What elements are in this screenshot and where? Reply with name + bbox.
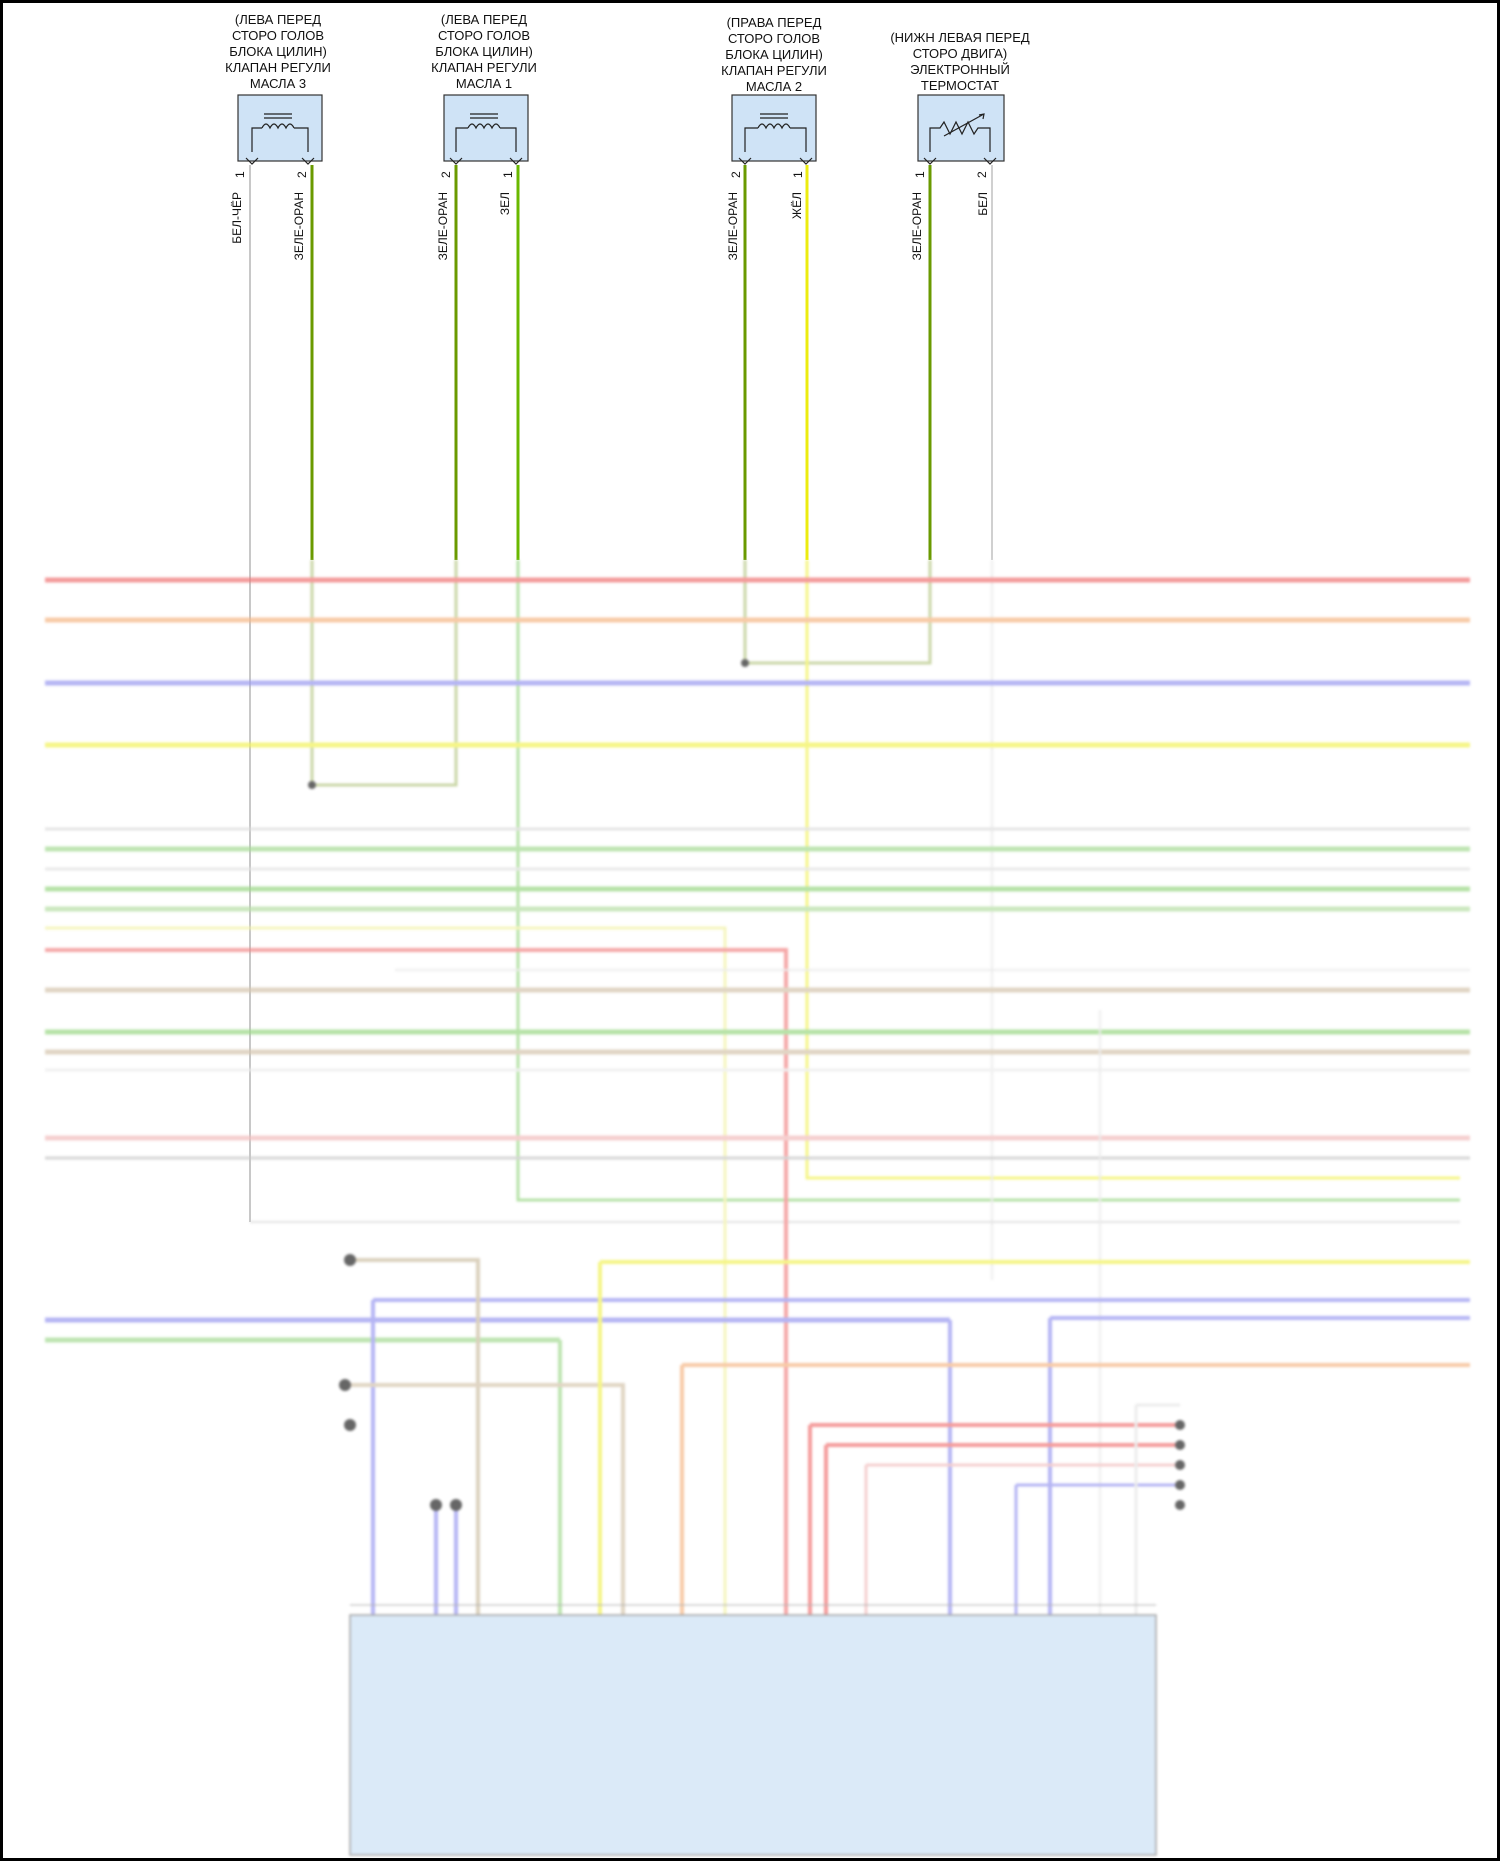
bus-wire bbox=[824, 1443, 1180, 1620]
junction-dot bbox=[308, 781, 316, 789]
thermostat-heater bbox=[917, 94, 1005, 165]
coil-icon bbox=[449, 113, 523, 165]
junction-dot bbox=[344, 1254, 356, 1266]
pin-number: 1 bbox=[791, 171, 805, 178]
component-label-thermostat: (НИЖН ЛЕВАЯ ПЕРЕД СТОРО ДВИГА) ЭЛЕКТРОНН… bbox=[890, 30, 1030, 93]
svg-text:(ЛЕВА ПЕРЕД: (ЛЕВА ПЕРЕД bbox=[441, 12, 527, 27]
svg-text:МАСЛА 1: МАСЛА 1 bbox=[456, 76, 512, 91]
bus-wire bbox=[1134, 1403, 1180, 1620]
svg-text:СТОРО ГОЛОВ: СТОРО ГОЛОВ bbox=[438, 28, 530, 43]
svg-text:(НИЖН ЛЕВАЯ ПЕРЕД: (НИЖН ЛЕВАЯ ПЕРЕД bbox=[890, 30, 1030, 45]
bus-area bbox=[45, 560, 1470, 1856]
bus-wire bbox=[371, 1298, 1470, 1620]
pin-numbers: 1 2 2 1 2 1 1 2 bbox=[233, 171, 989, 178]
coil-icon bbox=[245, 113, 315, 165]
wire-label: БЕЛ bbox=[976, 192, 990, 216]
bus-wire bbox=[345, 1383, 625, 1620]
resistor-icon bbox=[923, 113, 997, 165]
wire-label: БЕЛ-ЧЁР bbox=[230, 192, 244, 244]
bus-wire bbox=[808, 1423, 1180, 1620]
junction-dot bbox=[339, 1379, 351, 1391]
bus-wire bbox=[434, 1505, 458, 1620]
svg-text:МАСЛА 2: МАСЛА 2 bbox=[746, 79, 802, 94]
pin-number: 1 bbox=[233, 171, 247, 178]
wire-continuation bbox=[310, 560, 458, 787]
wire-label: ЗЕЛЕ-ОРАН bbox=[292, 192, 306, 260]
bus-wire bbox=[45, 948, 788, 1620]
junction-dot bbox=[450, 1499, 462, 1511]
svg-text:БЛОКА ЦИЛИН): БЛОКА ЦИЛИН) bbox=[725, 47, 823, 62]
component-wires bbox=[249, 165, 993, 1222]
bus-wire bbox=[864, 1463, 1180, 1620]
solenoid-vvt2 bbox=[731, 94, 817, 165]
wire-continuation bbox=[743, 560, 932, 665]
pin-number: 2 bbox=[439, 171, 453, 178]
bus-wire bbox=[598, 1260, 1470, 1620]
wire-continuation bbox=[516, 560, 1460, 1202]
coil-icon bbox=[738, 113, 813, 165]
bus-wires bbox=[45, 577, 1470, 1620]
wire-label: ЗЕЛЕ-ОРАН bbox=[726, 192, 740, 260]
pin-number: 2 bbox=[729, 171, 743, 178]
wire-label: ЗЕЛЕ-ОРАН bbox=[910, 192, 924, 260]
svg-text:СТОРО ГОЛОВ: СТОРО ГОЛОВ bbox=[728, 31, 820, 46]
junction-dot bbox=[741, 659, 749, 667]
svg-text:КЛАПАН РЕГУЛИ: КЛАПАН РЕГУЛИ bbox=[225, 60, 331, 75]
svg-text:БЛОКА ЦИЛИН): БЛОКА ЦИЛИН) bbox=[435, 44, 533, 59]
junction-dot bbox=[430, 1499, 442, 1511]
junction-dot bbox=[1175, 1500, 1185, 1510]
svg-text:БЛОКА ЦИЛИН): БЛОКА ЦИЛИН) bbox=[229, 44, 327, 59]
pin-number: 2 bbox=[975, 171, 989, 178]
junction-dots bbox=[308, 659, 1185, 1511]
wire-label: ЗЕЛ bbox=[498, 192, 512, 215]
bus-wire bbox=[45, 926, 727, 1620]
component-label-vvt1: (ЛЕВА ПЕРЕД СТОРО ГОЛОВ БЛОКА ЦИЛИН) КЛА… bbox=[431, 12, 537, 91]
pin-number: 2 bbox=[295, 171, 309, 178]
component-label-vvt3: (ЛЕВА ПЕРЕД СТОРО ГОЛОВ БЛОКА ЦИЛИН) КЛА… bbox=[225, 12, 331, 91]
bus-wire bbox=[1014, 1483, 1180, 1620]
svg-text:ТЕРМОСТАТ: ТЕРМОСТАТ bbox=[921, 78, 999, 93]
svg-text:КЛАПАН РЕГУЛИ: КЛАПАН РЕГУЛИ bbox=[431, 60, 537, 75]
junction-dot bbox=[344, 1419, 356, 1431]
wire-label: ЖЁЛ bbox=[790, 192, 804, 219]
pin-number: 1 bbox=[501, 171, 515, 178]
svg-text:МАСЛА 3: МАСЛА 3 bbox=[250, 76, 306, 91]
svg-text:СТОРО ГОЛОВ: СТОРО ГОЛОВ bbox=[232, 28, 324, 43]
junction-dot bbox=[1175, 1420, 1185, 1430]
bus-wire bbox=[680, 1363, 1470, 1620]
svg-text:(ПРАВА ПЕРЕД: (ПРАВА ПЕРЕД bbox=[727, 15, 822, 30]
solenoid-vvt1 bbox=[443, 94, 529, 165]
junction-dot bbox=[1175, 1480, 1185, 1490]
bus-wire bbox=[350, 1258, 480, 1620]
solenoid-vvt3 bbox=[237, 94, 323, 165]
pin-number: 1 bbox=[913, 171, 927, 178]
ecu-connector-block bbox=[349, 1614, 1157, 1856]
wire-continuation bbox=[805, 560, 1460, 1180]
svg-text:КЛАПАН РЕГУЛИ: КЛАПАН РЕГУЛИ bbox=[721, 63, 827, 78]
svg-text:(ЛЕВА ПЕРЕД: (ЛЕВА ПЕРЕД bbox=[235, 12, 321, 27]
junction-dot bbox=[1175, 1460, 1185, 1470]
wire-continuations bbox=[250, 560, 1460, 1280]
svg-text:СТОРО ДВИГА): СТОРО ДВИГА) bbox=[913, 46, 1008, 61]
bus-wire bbox=[1048, 1316, 1470, 1620]
wire-labels: БЕЛ-ЧЁР ЗЕЛЕ-ОРАН ЗЕЛЕ-ОРАН ЗЕЛ ЗЕЛЕ-ОРА… bbox=[230, 192, 990, 260]
component-label-vvt2: (ПРАВА ПЕРЕД СТОРО ГОЛОВ БЛОКА ЦИЛИН) КЛ… bbox=[721, 15, 827, 94]
svg-text:ЭЛЕКТРОННЫЙ: ЭЛЕКТРОННЫЙ bbox=[910, 62, 1010, 77]
wire-label: ЗЕЛЕ-ОРАН bbox=[436, 192, 450, 260]
junction-dot bbox=[1175, 1440, 1185, 1450]
